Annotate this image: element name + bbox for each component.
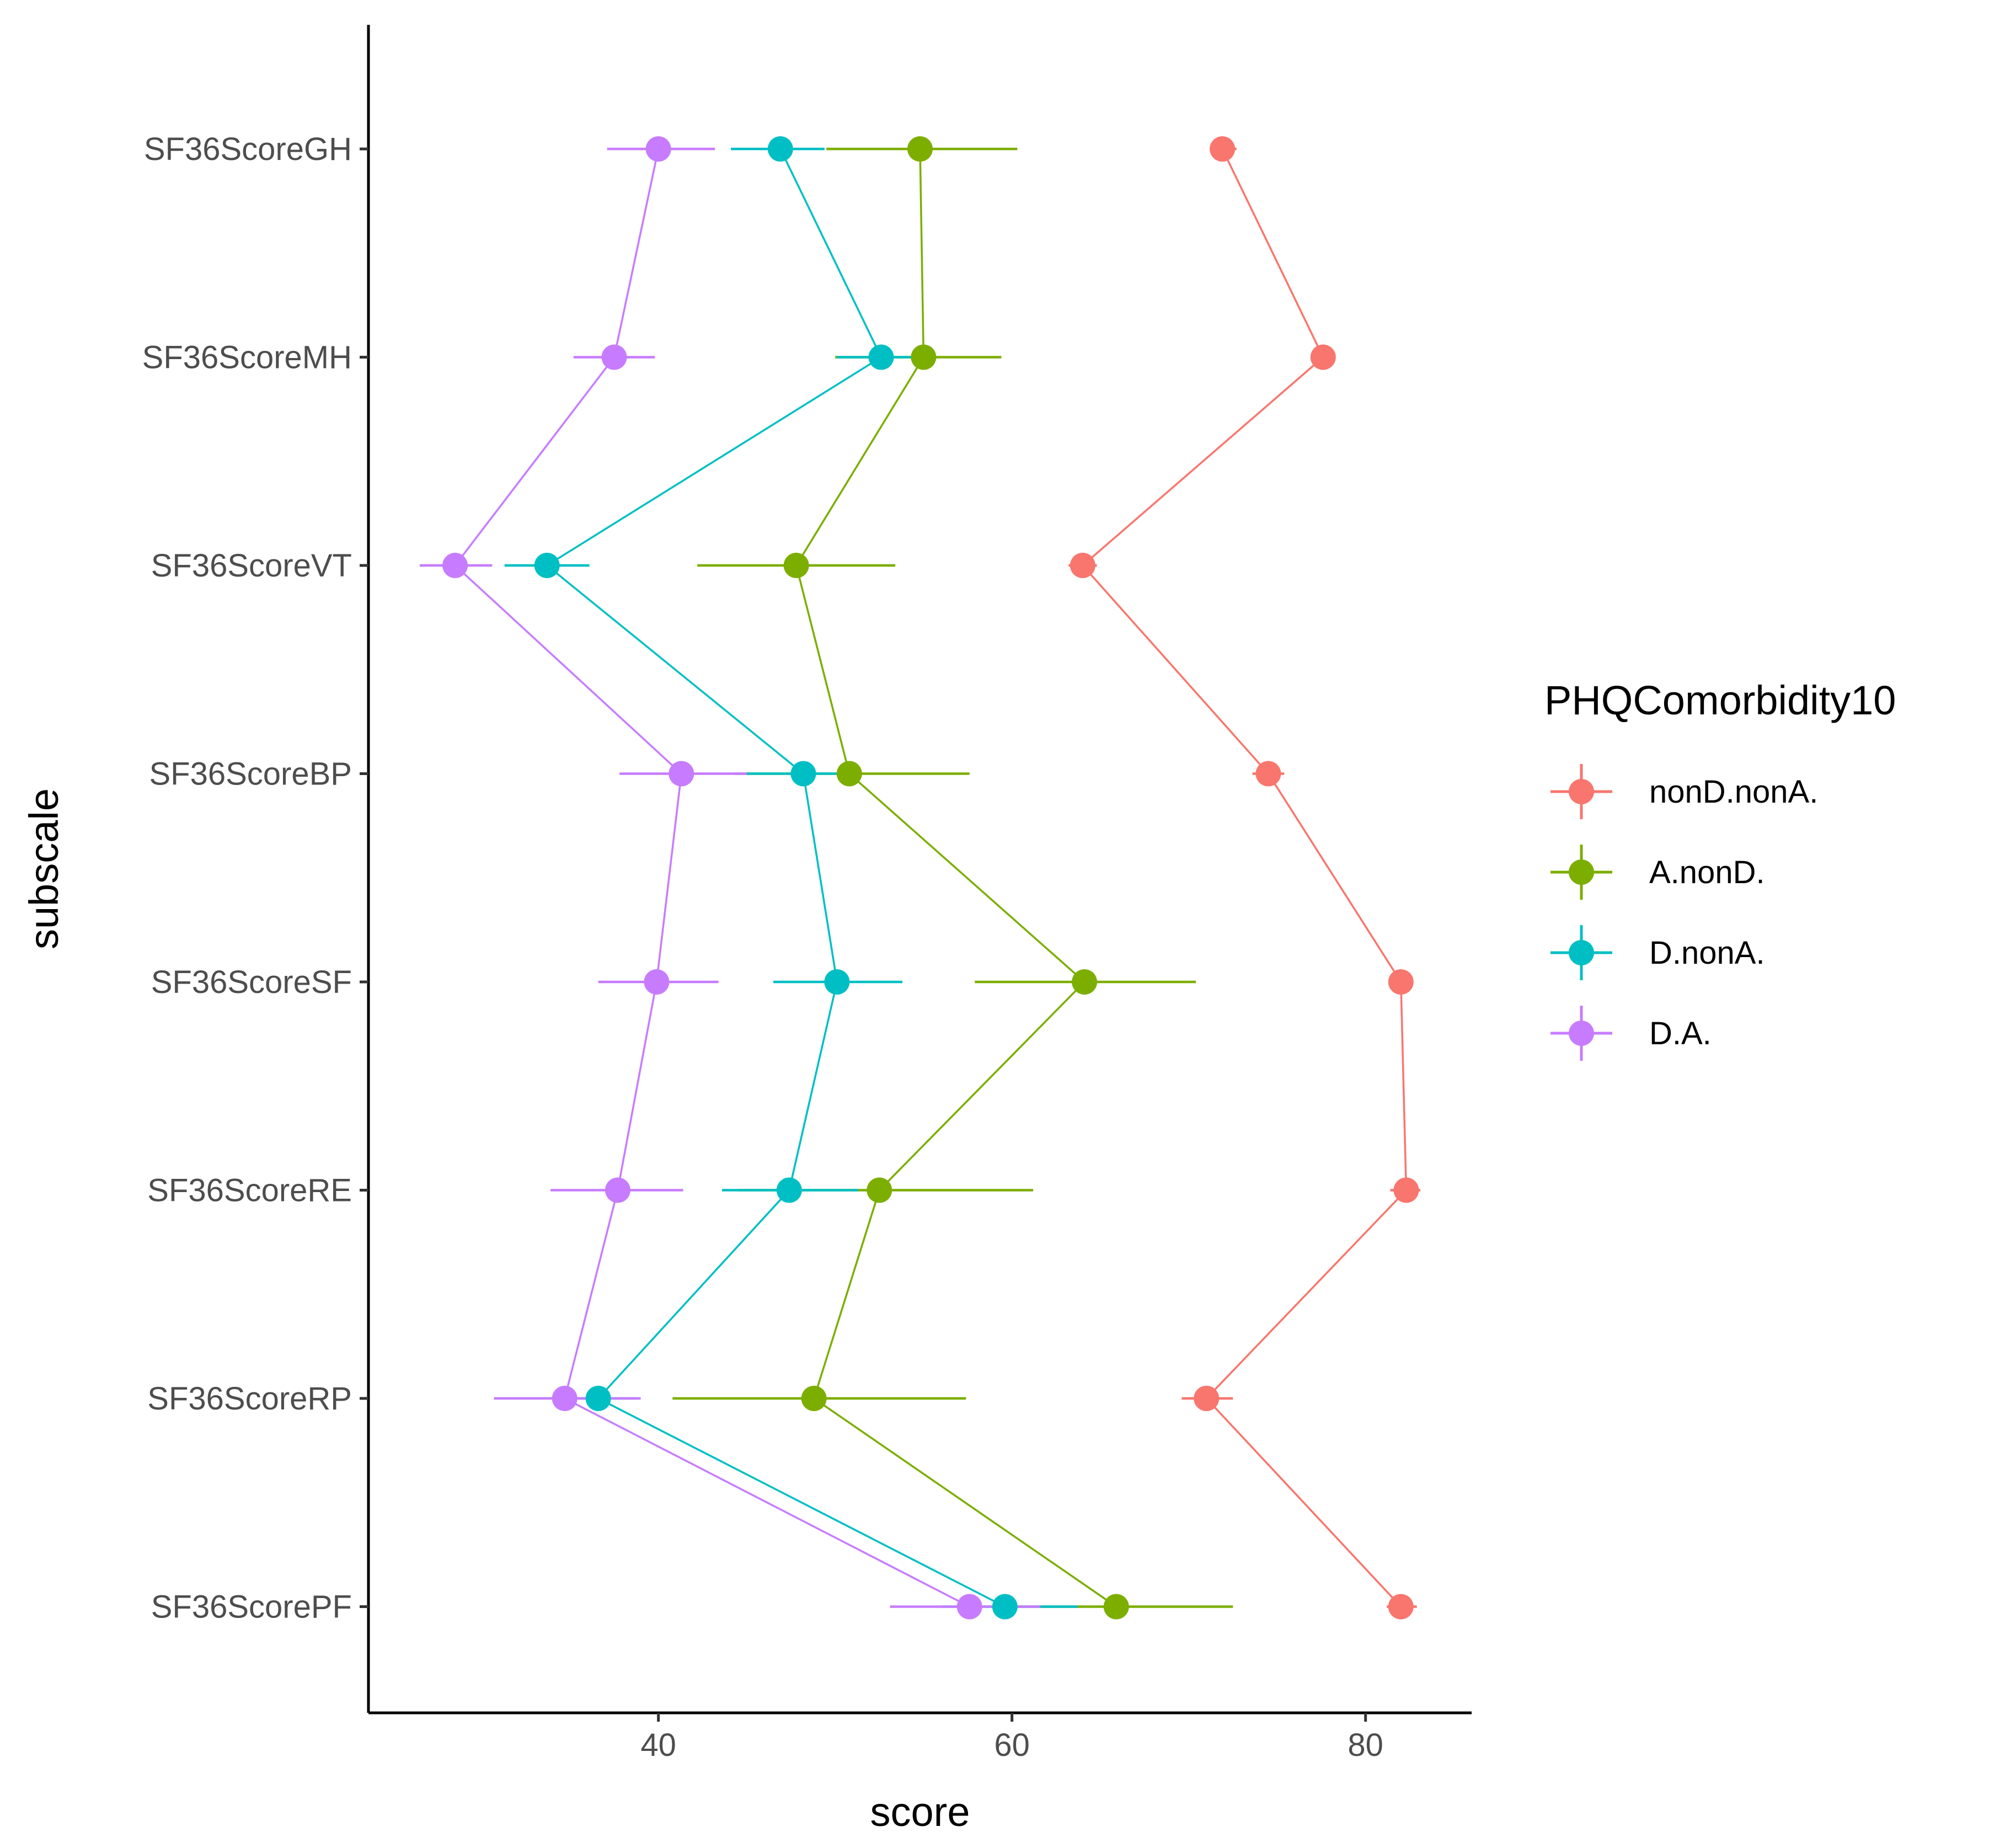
x-tick-label: 40 xyxy=(640,1727,676,1763)
series-line-nond-nona xyxy=(1081,148,1408,1607)
data-point-d-nona xyxy=(824,969,850,995)
data-point-nond-nona xyxy=(1194,1386,1220,1411)
data-point-nond-nona xyxy=(1255,761,1281,787)
series-line-d-nona xyxy=(545,148,1006,1608)
y-tick-label: SF36ScoreVT xyxy=(151,548,352,584)
axes: SF36ScoreGH SF36ScoreMH SF36ScoreVT SF36Sco… xyxy=(21,25,1472,1835)
series-line-a-nond xyxy=(795,148,1117,1607)
data-point-d-a xyxy=(956,1594,982,1620)
data-point-a-nond xyxy=(1103,1594,1129,1620)
data-point-d-nona xyxy=(776,1177,802,1203)
data-point-d-a xyxy=(645,136,671,162)
data-point-a-nond xyxy=(867,1177,892,1203)
legend-item-d-nona: D.nonA. xyxy=(1550,925,1765,980)
legend-item-d-a: D.A. xyxy=(1550,1006,1712,1061)
data-point-nond-nona xyxy=(1393,1177,1419,1203)
legend-label: D.A. xyxy=(1649,1016,1712,1051)
data-point-d-nona xyxy=(767,136,793,162)
y-tick-label: SF36ScoreBP xyxy=(149,756,352,792)
legend-item-a-nond: A.nonD. xyxy=(1550,845,1765,900)
legend-title: PHQComorbidity10 xyxy=(1544,677,1896,723)
series-line-d-a xyxy=(453,148,970,1608)
data-point-nond-nona xyxy=(1210,136,1236,162)
data-point-a-nond xyxy=(907,136,933,162)
y-tick-label: SF36ScoreGH xyxy=(144,131,352,167)
data-point-d-a xyxy=(669,761,694,787)
legend-key-point xyxy=(1569,859,1594,885)
data-point-d-nona xyxy=(868,344,894,370)
data-point-nond-nona xyxy=(1388,1594,1414,1620)
x-tick-label: 80 xyxy=(1348,1727,1383,1763)
data-point-d-a xyxy=(601,344,627,370)
legend: PHQComorbidity10 nonD.nonA. A.nonD. D.nonA.… xyxy=(1544,677,1896,1061)
data-point-d-nona xyxy=(585,1386,611,1411)
x-axis-title: score xyxy=(870,1789,970,1835)
data-point-a-nond xyxy=(911,344,937,370)
legend-label: nonD.nonA. xyxy=(1649,774,1818,810)
data-point-d-nona xyxy=(534,553,560,578)
data-point-d-a xyxy=(605,1177,630,1203)
data-point-d-nona xyxy=(790,761,816,787)
data-point-d-a xyxy=(442,553,468,578)
data-point-a-nond xyxy=(801,1386,827,1411)
data-point-nond-nona xyxy=(1070,553,1095,578)
data-point-a-nond xyxy=(1072,969,1098,995)
data-point-a-nond xyxy=(836,761,862,787)
y-tick-label: SF36ScoreRE xyxy=(147,1173,352,1209)
data-point-a-nond xyxy=(783,553,809,578)
y-tick-label: SF36ScoreRP xyxy=(147,1381,352,1417)
y-axis-title: subscale xyxy=(21,788,67,949)
data-point-nond-nona xyxy=(1310,344,1336,370)
legend-key-point xyxy=(1569,779,1594,804)
x-tick-label: 60 xyxy=(994,1727,1030,1763)
y-tick-label: SF36ScoreMH xyxy=(142,340,352,376)
data-point-d-nona xyxy=(992,1594,1018,1620)
legend-item-nond-nona: nonD.nonA. xyxy=(1550,764,1818,819)
legend-label: A.nonD. xyxy=(1649,854,1765,890)
data-point-d-a xyxy=(552,1386,578,1411)
y-tick-label: SF36ScorePF xyxy=(151,1589,352,1625)
legend-label: D.nonA. xyxy=(1649,935,1765,971)
data-point-nond-nona xyxy=(1388,969,1414,995)
data-point-d-a xyxy=(644,969,670,995)
plot-area xyxy=(419,136,1421,1620)
y-tick-label: SF36ScoreSF xyxy=(151,964,352,1000)
legend-key-point xyxy=(1569,1021,1594,1046)
legend-key-point xyxy=(1569,940,1594,965)
